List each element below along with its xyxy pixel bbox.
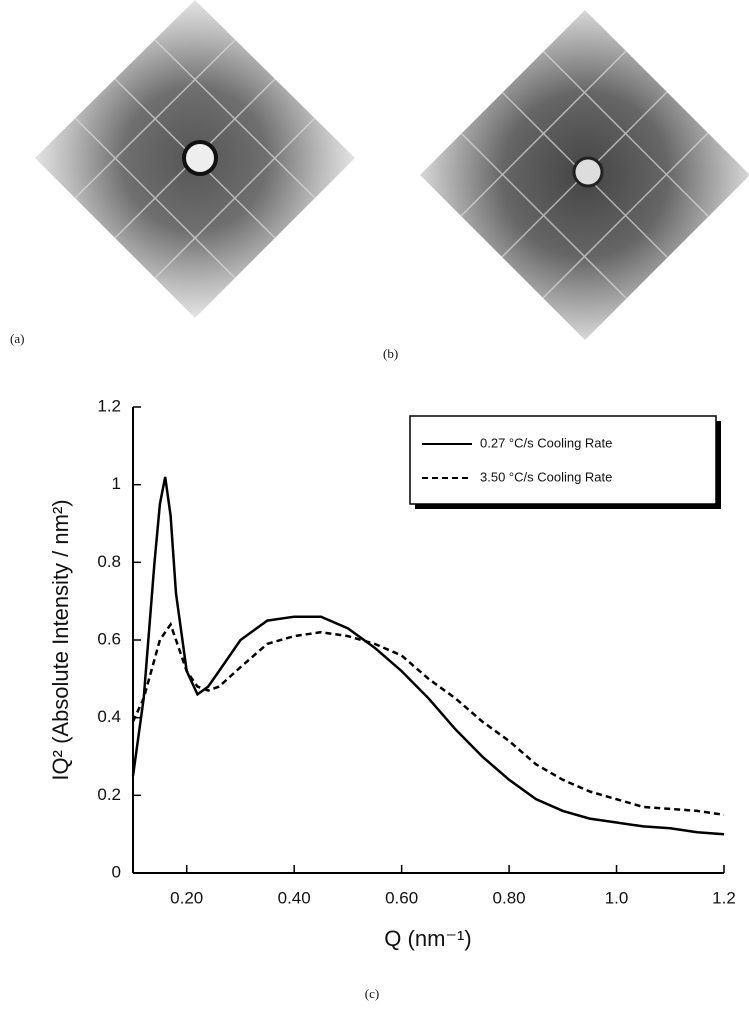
scattering-image-a — [35, 0, 355, 318]
panel-label: (a) — [10, 331, 24, 346]
y-tick-label: 0.6 — [97, 629, 121, 648]
panel-label: (c) — [365, 986, 379, 1001]
y-tick-label: 1 — [112, 474, 121, 493]
y-axis-title: IQ² (Absolute Intensity / nm²) — [48, 499, 73, 780]
legend-label: 0.27 °C/s Cooling Rate — [480, 435, 612, 450]
x-tick-label: 0.40 — [278, 888, 311, 907]
y-tick-label: 0 — [112, 862, 121, 881]
y-tick-label: 0.2 — [97, 785, 121, 804]
x-tick-label: 0.20 — [170, 888, 203, 907]
data-line — [131, 621, 725, 817]
x-tick-label: 0.80 — [493, 888, 526, 907]
scattering-image-b — [420, 10, 749, 340]
y-tick-label: 0.8 — [97, 552, 121, 571]
data-line — [131, 476, 725, 836]
x-tick-label: 0.60 — [385, 888, 418, 907]
x-axis-title: Q (nm⁻¹) — [384, 926, 471, 951]
x-tick-label: 1.2 — [712, 888, 736, 907]
y-tick-label: 1.2 — [97, 396, 121, 415]
legend-label: 3.50 °C/s Cooling Rate — [480, 469, 612, 484]
x-tick-label: 1.0 — [605, 888, 629, 907]
panel-label: (b) — [383, 346, 398, 361]
y-tick-label: 0.4 — [97, 707, 121, 726]
legend-box — [409, 415, 717, 505]
